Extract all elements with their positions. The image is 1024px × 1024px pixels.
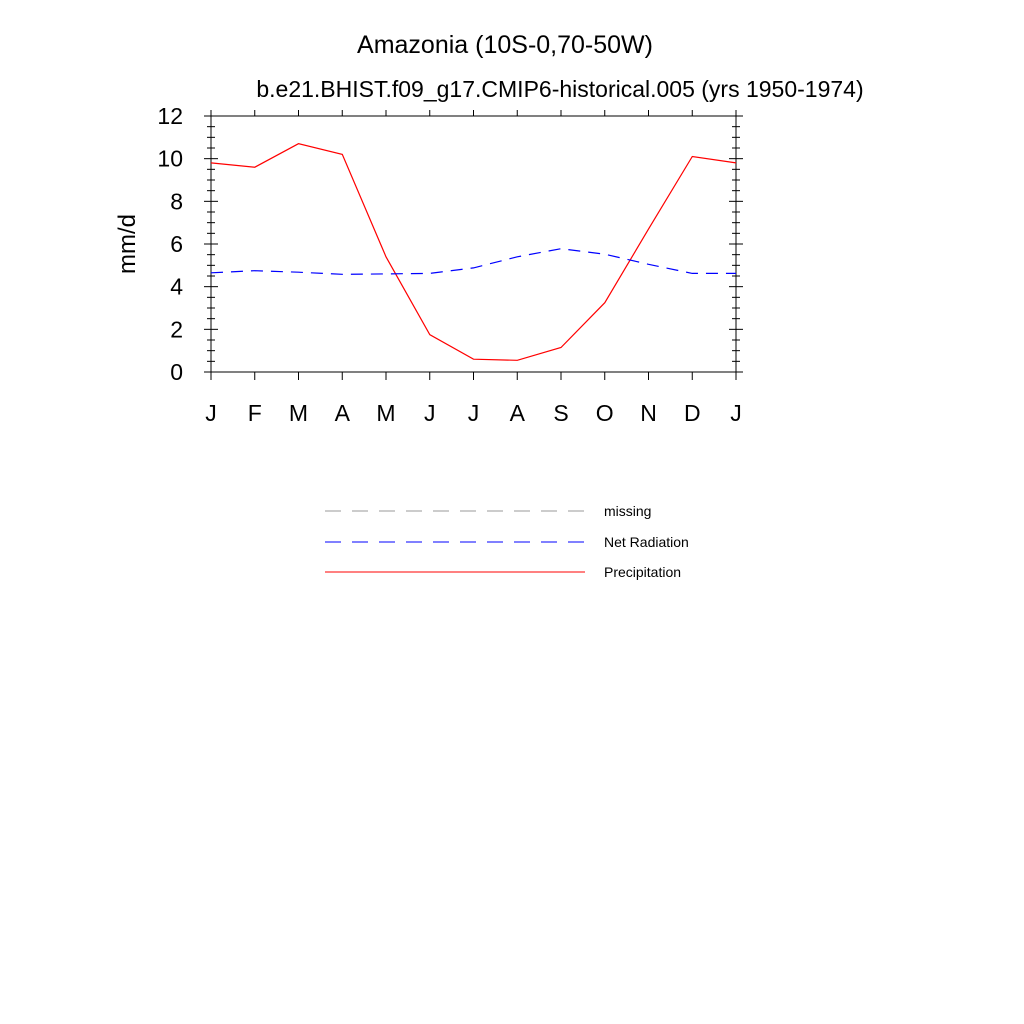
legend: missing Net Radiation Precipitation bbox=[325, 503, 689, 580]
legend-label-missing: missing bbox=[604, 503, 651, 519]
y-tick-label: 6 bbox=[170, 231, 183, 257]
x-tick-label: F bbox=[248, 400, 262, 426]
x-tick-label: M bbox=[376, 400, 395, 426]
y-tick-label: 2 bbox=[170, 316, 183, 342]
plot-frame bbox=[210, 115, 737, 373]
x-tick-label: N bbox=[640, 400, 657, 426]
y-tick-label: 0 bbox=[170, 359, 183, 385]
y-tick-label: 4 bbox=[170, 274, 183, 300]
legend-label-net-radiation: Net Radiation bbox=[604, 534, 689, 550]
y-axis-label: mm/d bbox=[114, 214, 141, 274]
x-tick-label: D bbox=[684, 400, 701, 426]
series-line-precipitation bbox=[210, 143, 737, 361]
chart-subtitle: b.e21.BHIST.f09_g17.CMIP6-historical.005… bbox=[256, 76, 863, 102]
x-tick-label: J bbox=[730, 400, 742, 426]
y-tick-label: 12 bbox=[157, 103, 183, 129]
x-tick-label: A bbox=[510, 400, 526, 426]
series-line-net-radiation bbox=[210, 248, 736, 275]
y-tick-label: 8 bbox=[170, 188, 183, 214]
x-tick-label: J bbox=[205, 400, 217, 426]
x-tick-label: O bbox=[596, 400, 614, 426]
x-tick-label: J bbox=[468, 400, 480, 426]
y-tick-label: 10 bbox=[157, 146, 183, 172]
x-tick-label: S bbox=[553, 400, 568, 426]
x-tick-label: J bbox=[424, 400, 436, 426]
x-tick-label: M bbox=[289, 400, 308, 426]
chart-title: Amazonia (10S-0,70-50W) bbox=[357, 31, 653, 59]
legend-label-precipitation: Precipitation bbox=[604, 564, 681, 580]
x-tick-label: A bbox=[335, 400, 351, 426]
